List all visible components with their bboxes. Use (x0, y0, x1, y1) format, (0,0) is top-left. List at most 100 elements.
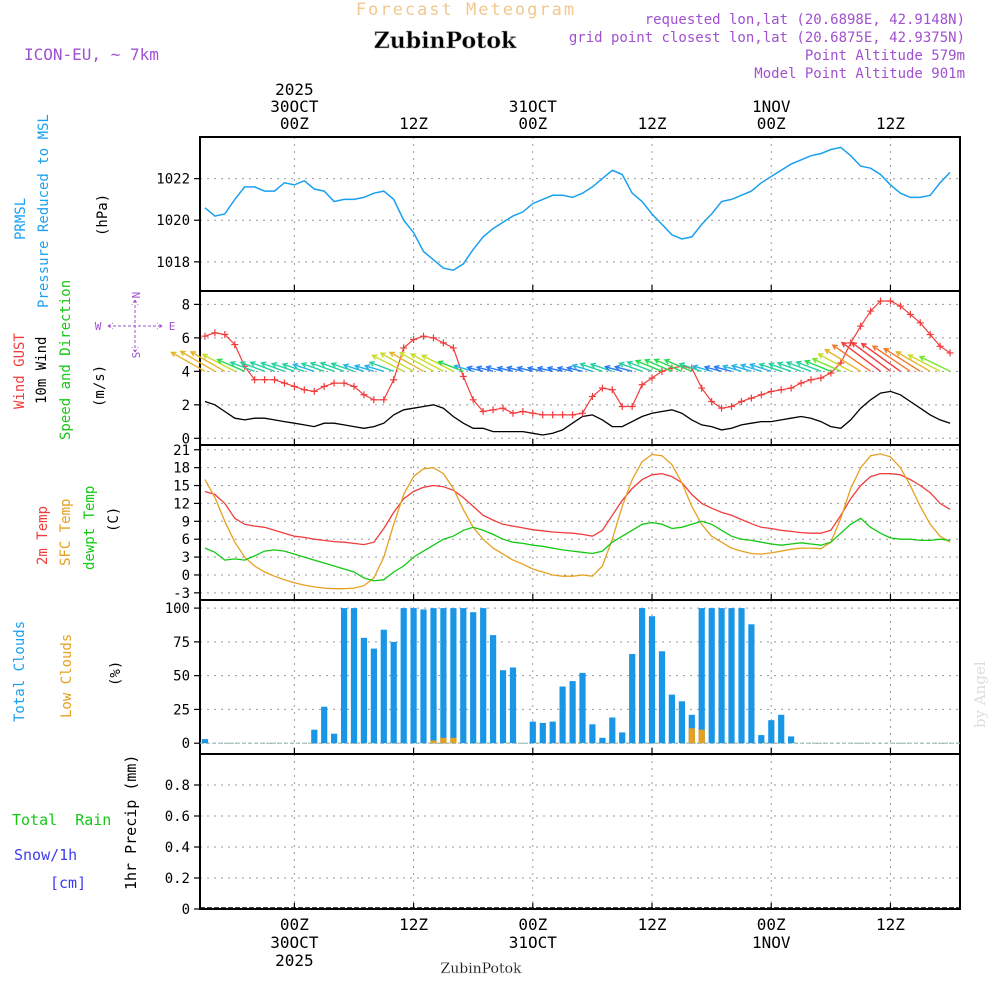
wind-arrow-icon (850, 341, 891, 372)
total-cloud-bar (619, 732, 626, 744)
wind-arrow-icon (270, 362, 295, 372)
time-label-top: 31OCT (509, 97, 558, 116)
precip-label: 1hr Precip (mm) (122, 755, 140, 890)
gust-marker (310, 387, 318, 395)
total-cloud-bar (311, 729, 318, 744)
gust-marker (588, 392, 596, 400)
wind-arrow-icon (216, 358, 245, 372)
total-cloud-bar (708, 608, 715, 744)
gust-marker (340, 379, 348, 387)
gust-marker (648, 374, 656, 382)
y-tick-label: 100 (165, 601, 190, 617)
wind-arrow-icon (817, 353, 852, 372)
gust-marker (936, 342, 944, 350)
wind-arrow-icon (239, 361, 265, 372)
total-cloud-bar (321, 706, 328, 744)
wind-arrow-icon (703, 365, 722, 372)
wind-arrow-icon (643, 358, 673, 372)
wind-arrow-icon (371, 354, 405, 372)
wind-arrow-icon (409, 353, 444, 372)
y-tick-label: 0.4 (165, 840, 190, 856)
time-label-bottom: 1NOV (752, 933, 791, 952)
time-label-bottom: 12Z (399, 915, 428, 934)
gust-marker (578, 409, 586, 417)
wind-arrow-icon (475, 365, 494, 372)
model-label: ICON-EU, ~ 7km (24, 45, 159, 64)
total-clouds-label: Total Clouds (12, 621, 28, 722)
total-cloud-bar (390, 641, 397, 744)
y-tick-label: 1018 (156, 255, 190, 271)
gust-marker (877, 297, 885, 305)
closest-coords: grid point closest lon,lat (20.6875E, 42… (569, 30, 965, 46)
y-tick-label: 0 (182, 568, 190, 584)
wind-arrow-icon (634, 359, 663, 372)
total-cloud-bar (748, 624, 755, 744)
wind-arrow-icon (420, 354, 454, 372)
y-tick-label: 0.2 (165, 871, 190, 887)
total-cloud-bar (589, 724, 596, 744)
y-tick-label: -3 (173, 586, 190, 602)
wind-panel-labels: Wind GUST 10m Wind Speed and Direction (… (12, 280, 175, 440)
panel-5: 0 0.2 0.4 0.6 0.8 (165, 753, 961, 918)
compass-rose: N S W E (95, 292, 176, 359)
wind-arrow-icon (918, 355, 951, 372)
wind-arrow-icon (249, 361, 275, 372)
wind-arrow-icon (603, 364, 623, 372)
wind-arrow-icon (437, 360, 464, 372)
total-cloud-bar (350, 608, 358, 744)
y-tick-label: 3 (182, 550, 190, 566)
y-tick-label: 1020 (156, 213, 190, 229)
gust-marker (280, 379, 288, 387)
gust-marker (728, 403, 736, 410)
total-cloud-bar (768, 720, 775, 744)
time-label-bottom: 12Z (638, 915, 667, 934)
time-label-top: 12Z (876, 114, 905, 133)
gust-marker (439, 339, 447, 347)
total-cloud-bar (539, 722, 546, 744)
gust-marker (211, 329, 219, 337)
total-cloud-bar (201, 739, 209, 744)
gust-marker (608, 386, 616, 394)
panel-1: 1018 1020 1022 (156, 136, 961, 292)
gust-marker (489, 406, 497, 414)
y-tick-label: 21 (173, 443, 190, 459)
total-cloud-bar (668, 694, 675, 744)
snow-label: Snow/1h (14, 846, 77, 864)
gust-marker (886, 297, 894, 305)
total-cloud-bar (400, 608, 407, 744)
low-cloud-bar (430, 740, 437, 744)
gust-marker (598, 384, 606, 392)
total-cloud-bar (499, 670, 507, 744)
wind-arrow-icon (309, 361, 335, 372)
y-tick-label: 1022 (156, 172, 190, 188)
total-cloud-bar (648, 616, 656, 744)
wind-arrow-icon (895, 351, 931, 372)
wind-arrow-icon (653, 358, 683, 372)
station-title: ZubinPotok (374, 28, 517, 54)
wind-arrow-icon (613, 364, 633, 372)
wind-arrow-icon (179, 350, 216, 372)
pressure-panel-labels: PRMSL Pressure Reduced to MSL (hPa) (13, 114, 111, 308)
series-line-sfc-temp (204, 453, 951, 590)
gust-marker (916, 319, 924, 327)
total-cloud-bar (370, 648, 377, 744)
compass-w: W (95, 320, 102, 333)
wind-arrow-icon (201, 353, 236, 372)
low-cloud-bar (688, 728, 695, 744)
gust-marker (251, 376, 259, 384)
gust-marker (330, 379, 338, 387)
wind-arrow-icon (170, 351, 206, 372)
wind-arrow-icon (713, 364, 732, 372)
total-cloud-bar (460, 608, 467, 744)
point-altitude: Point Altitude 579m (805, 48, 965, 64)
gust-marker (618, 403, 626, 410)
wind-arrow-icon (883, 347, 921, 372)
wind-arrow-icon (399, 352, 434, 372)
gust-marker (469, 396, 477, 404)
wind-arrow-icon (618, 361, 643, 372)
gust-marker (221, 331, 229, 339)
gust-marker (767, 387, 775, 395)
total-cloud-bar (609, 717, 616, 744)
wind-arrow-icon (871, 345, 911, 372)
wind-arrow-icon (739, 363, 762, 372)
